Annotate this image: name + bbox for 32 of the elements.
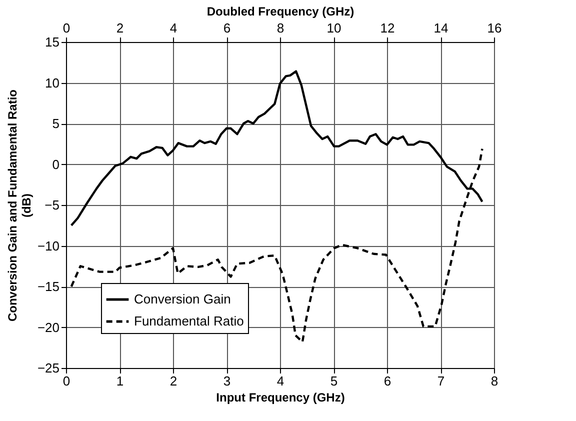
- x-tick-label: 8: [490, 374, 498, 388]
- x2-tick-label: 0: [62, 20, 70, 36]
- y-tick-label: −25: [37, 360, 60, 376]
- x2-tick-label: 6: [223, 20, 231, 36]
- y-tick-label: −15: [37, 279, 60, 294]
- x-tick-label: 3: [223, 374, 231, 388]
- x2-tick-label: 2: [116, 20, 124, 36]
- x2-tick-label: 16: [487, 20, 502, 36]
- x-tick-label: 5: [330, 374, 338, 388]
- y-tick-label: 5: [52, 116, 60, 131]
- x-axis-title: Input Frequency (GHz): [216, 390, 345, 404]
- x2-tick-label: 10: [326, 20, 342, 36]
- x-tick-label: 4: [276, 374, 284, 388]
- x-tick-label: 0: [62, 374, 70, 388]
- x-tick-label: 7: [437, 374, 445, 388]
- y-tick-label: −10: [37, 238, 60, 254]
- x2-tick-label: 14: [434, 20, 448, 36]
- y-tick-label: 10: [45, 75, 60, 90]
- y-tick-label: −20: [37, 320, 60, 335]
- y-axis-title: Conversion Gain and Fundamental Ratio (dB): [5, 89, 34, 322]
- y-tick-label: 15: [45, 34, 60, 50]
- x-tick-label: 2: [170, 374, 178, 388]
- legend-label: Fundamental Ratio: [134, 314, 244, 328]
- legend-label: Conversion Gain: [134, 292, 231, 306]
- x-tick-label: 1: [116, 374, 124, 388]
- y-tick-label: −5: [44, 198, 60, 212]
- x2-tick-label: 8: [276, 20, 284, 36]
- x2-tick-label: 12: [380, 20, 395, 36]
- y-tick-label: 0: [52, 156, 60, 172]
- x2-axis-title: Doubled Frequency (GHz): [206, 4, 354, 18]
- x-tick-label: 6: [384, 374, 392, 388]
- x2-tick-label: 4: [170, 20, 178, 36]
